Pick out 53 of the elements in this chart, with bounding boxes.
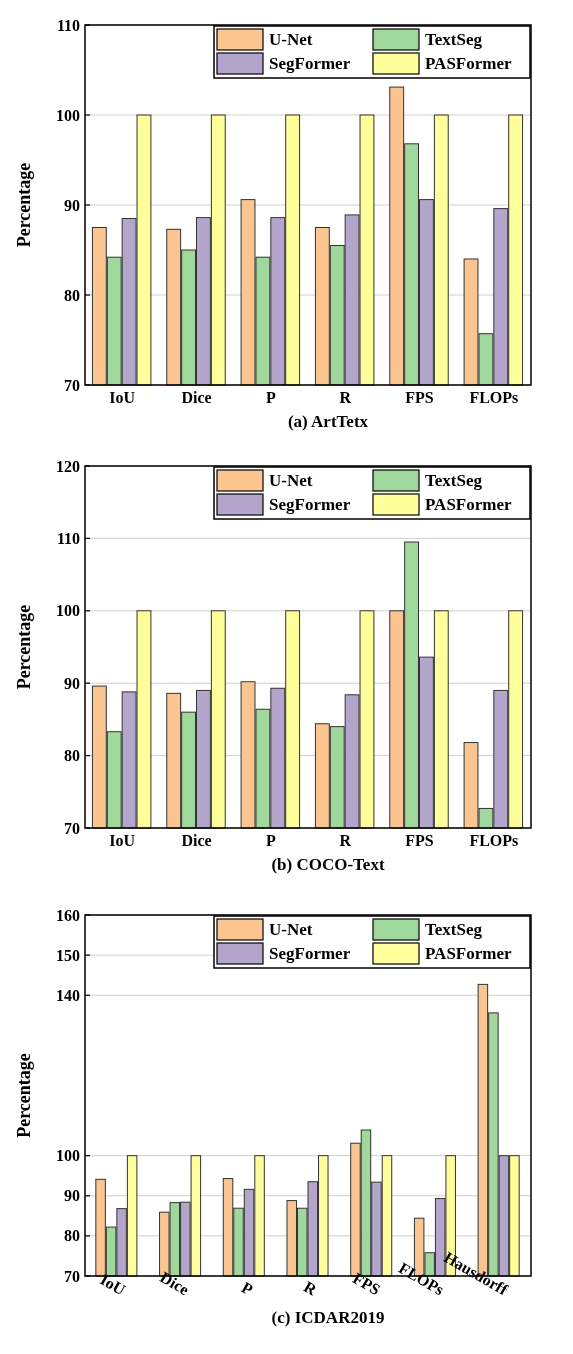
y-tick-label: 140 [56,986,80,1004]
x-tick-label: FLOPs [469,832,519,849]
legend-label: U-Net [269,30,313,50]
x-tick-label: P [265,832,276,849]
legend-label: SegFormer [269,54,351,74]
legend-label: PASFormer [425,944,512,964]
x-tick-label: IoU [109,389,136,406]
text: (a) ArtTetx [287,412,369,431]
y-tick-label: 70 [64,1267,80,1285]
text: (b) COCO-Text [271,855,385,874]
y-tick-label: 70 [64,819,80,837]
x-tick-label: FPS [405,832,434,849]
x-tick-label: R [339,389,352,406]
y-tick-label: 70 [64,376,80,394]
y-tick-label: 150 [56,946,80,964]
x-tick-label: P [265,389,276,406]
y-tick-label: 110 [56,530,80,547]
x-tick-label: FPS [405,389,434,406]
x-tick-label: Dice [181,832,212,849]
legend-label: TextSeg [425,471,483,491]
y-tick-label: 80 [64,747,80,765]
y-tick-label: 100 [56,602,80,620]
y-tick-label: 110 [56,16,80,34]
x-tick-label: R [339,832,352,849]
legend-label: PASFormer [425,54,512,74]
y-axis-title: Percentage [14,604,34,690]
y-tick-label: 90 [64,674,80,692]
legend-label: SegFormer [269,495,351,515]
y-tick-label: 100 [56,106,80,124]
x-tick-label: IoU [97,1270,129,1299]
x-tick-label: IoU [109,832,136,849]
y-tick-label: 80 [64,286,80,304]
legend-label: U-Net [269,920,313,940]
x-tick-label: Dice [181,389,212,406]
y-tick-label: 100 [56,1147,80,1165]
legend-label: SegFormer [269,944,351,964]
y-tick-label: 90 [64,196,80,214]
legend-label: U-Net [269,471,313,491]
y-axis-title: Percentage [14,162,34,248]
text: (c) ICDAR2019 [271,1308,385,1327]
legend-label: TextSeg [425,920,483,940]
legend-label: TextSeg [425,30,483,50]
x-tick-label: Dice [157,1268,192,1299]
legend-label: PASFormer [425,495,512,515]
x-tick-label: R [300,1277,320,1299]
y-tick-label: 80 [64,1227,80,1245]
y-tick-label: 90 [64,1187,80,1205]
y-tick-label: 120 [56,457,80,475]
x-tick-label: P [238,1278,256,1299]
y-axis-title: Percentage [14,1053,34,1138]
x-tick-label: FPS [349,1269,384,1299]
y-tick-label: 160 [56,906,80,924]
x-tick-label: FLOPs [469,389,519,406]
